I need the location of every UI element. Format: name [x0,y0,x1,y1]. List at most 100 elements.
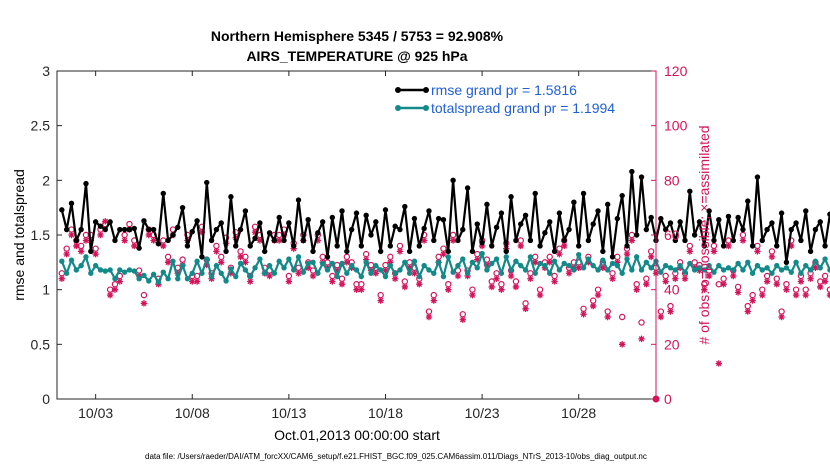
rmse-point [643,226,650,233]
rmse-point [392,223,398,229]
obs-assimilated-point [406,264,413,271]
spread-point [175,276,181,282]
spread-point [199,270,205,276]
spread-point [141,272,147,279]
rmse-point [720,243,727,249]
spread-point [667,265,674,271]
spread-point [643,259,650,266]
spread-point [687,260,693,267]
spread-point [740,267,746,273]
spread-point [542,262,548,269]
spread-point [435,259,442,266]
obs-possible-point [657,308,665,315]
obs-assimilated-point [517,242,524,250]
left-tick-label: 1 [42,282,50,298]
spread-point [387,262,394,269]
obs-assimilated-point [739,237,747,244]
rmse-point [547,219,553,225]
rmse-point [522,212,529,219]
spread-point [170,258,176,264]
spread-point [300,269,307,275]
spread-point [614,262,621,269]
spread-point [735,260,741,267]
rmse-point [334,243,340,249]
left-tick-label: 0.5 [31,336,51,352]
spread-point [803,262,809,269]
spread-point [102,268,109,274]
obs-assimilated-point [797,278,805,285]
spread-point [822,256,828,262]
rmse-point [450,177,456,184]
spread-point [382,273,389,280]
spread-point [411,258,418,264]
rmse-point [112,237,118,244]
rmse-point [262,248,268,255]
rmse-point [576,243,582,249]
rmse-point [406,248,413,255]
spread-point [112,276,118,282]
rmse-point [725,213,732,220]
obs-assimilated-point [715,360,722,367]
spread-point [339,260,345,267]
spread-point [455,262,461,269]
obs-assimilated-point [242,259,249,266]
spread-point [498,270,505,276]
rmse-point [633,232,640,238]
spread-point [484,267,490,273]
obs-possible-point [763,272,771,280]
spread-point [571,267,577,273]
rmse-point [445,248,451,255]
rmse-point [503,248,509,255]
spread-point [711,269,717,275]
obs-assimilated-point [672,275,679,282]
spread-point [189,270,195,276]
obs-assimilated-point [396,248,404,255]
spread-point [604,267,611,273]
obs-assimilated-point [512,283,520,291]
rmse-point [431,237,437,244]
obs-assimilated-point [362,256,370,263]
rmse-point [286,220,292,226]
spread-point [730,267,736,273]
spread-point [662,262,669,269]
spread-point [97,267,104,273]
rmse-point [411,215,418,222]
spread-point [348,262,355,269]
rmse-point [281,237,287,244]
obs-assimilated-point [213,248,220,255]
chart-title-line2: AIRS_TEMPERATURE @ 925 hPa [246,48,467,64]
left-tick-label: 3 [42,63,50,79]
obs-assimilated-point [218,259,225,266]
rmse-point [624,243,630,249]
obs-assimilated-point [82,237,90,244]
rmse-point [730,237,736,244]
rmse-point [585,237,592,244]
rmse-point [194,218,200,224]
rmse-point [146,226,152,233]
obs-assimilated-point [730,272,737,280]
obs-assimilated-point [68,231,75,239]
spread-point [377,267,384,273]
obs-assimilated-point [633,286,640,293]
right-tick-label: 40 [664,282,680,298]
rmse-point [358,243,365,249]
rmse-point [793,220,799,226]
rmse-point [310,248,316,255]
spread-point [629,267,635,273]
legend-rmse-label: rmse grand pr = 1.5816 [431,82,577,98]
obs-assimilated-point [140,300,148,307]
obs-assimilated-point [469,291,476,299]
spread-point [237,260,244,267]
rmse-point [745,198,751,204]
obs-assimilated-point [643,281,650,288]
obs-possible-point [802,286,809,293]
obs-assimilated-point [817,283,824,291]
spread-point [585,256,592,262]
rmse-point [175,224,181,231]
obs-possible-point [744,302,751,310]
spread-point [68,257,75,263]
x-tick-label: 10/18 [368,405,403,421]
obs-assimilated-point [580,311,587,318]
spread-point [334,273,340,280]
legend-rmse-marker-left [395,87,401,93]
